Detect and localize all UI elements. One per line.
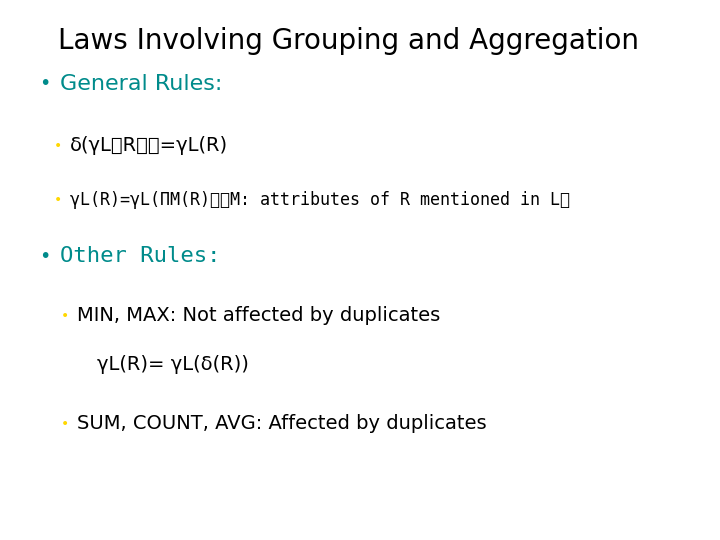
Text: •: • [61, 417, 69, 431]
Text: MIN, MAX: Not affected by duplicates: MIN, MAX: Not affected by duplicates [77, 306, 441, 326]
Text: •: • [61, 309, 69, 323]
Text: Other Rules:: Other Rules: [60, 246, 220, 267]
Text: SUM, COUNT, AVG: Affected by duplicates: SUM, COUNT, AVG: Affected by duplicates [77, 414, 487, 434]
Text: δ(γL（R））=γL(R): δ(γL（R））=γL(R) [70, 136, 228, 156]
Text: Laws Involving Grouping and Aggregation: Laws Involving Grouping and Aggregation [58, 27, 639, 55]
Text: •: • [40, 247, 51, 266]
Text: •: • [54, 139, 62, 153]
Text: γL(R)=γL(ΠM(R)）（M: attributes of R mentioned in L）: γL(R)=γL(ΠM(R)）（M: attributes of R menti… [70, 191, 570, 209]
Text: γL(R)= γL(δ(R)): γL(R)= γL(δ(R)) [97, 355, 249, 374]
Text: •: • [40, 74, 51, 93]
Text: •: • [54, 193, 62, 207]
Text: General Rules:: General Rules: [60, 73, 222, 94]
